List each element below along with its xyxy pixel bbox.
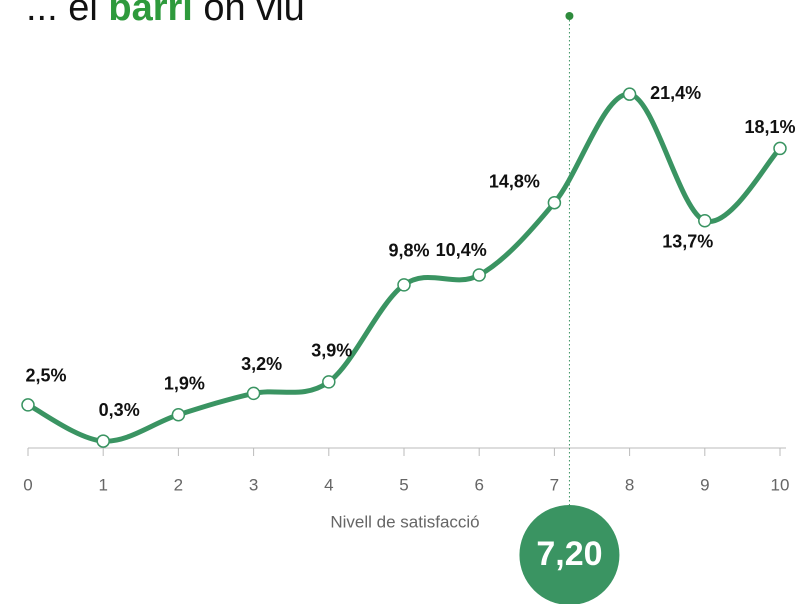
x-tick-label: 2 [174,475,183,494]
data-label: 1,9% [164,374,205,394]
x-tick-label: 1 [98,475,107,494]
point [322,375,336,389]
mean-badge [519,505,620,604]
point [96,434,110,448]
point [21,398,35,412]
title-highlight: barri [108,0,192,29]
title-part: on viu [193,0,305,29]
point [773,141,787,156]
data-label: 18,1% [744,117,795,137]
point [397,278,411,292]
data-label: 14,8% [489,171,540,191]
point [472,268,486,282]
x-tick-label: 4 [324,475,333,494]
data-label: 3,9% [311,341,352,361]
x-tick-label: 9 [700,475,709,494]
title-part: ... el [26,0,108,29]
x-tick-label: 8 [625,475,634,494]
point [547,195,562,210]
point [171,408,186,422]
data-label: 0,3% [99,400,140,420]
x-tick-label: 5 [399,475,408,494]
point [246,386,261,401]
x-tick-label: 6 [474,475,483,494]
data-label: 21,4% [650,83,701,103]
data-label: 2,5% [25,366,66,386]
data-label: 3,2% [241,354,282,374]
data-label: 9,8% [388,241,429,261]
mean-dot [565,12,574,20]
chart-title: ... el barri on viu [26,0,305,29]
x-tick-label: 0 [23,475,32,494]
point [698,214,712,228]
x-tick-label: 3 [249,475,258,494]
data-label: 13,7% [662,232,713,252]
x-tick-label: 10 [771,475,790,494]
point [622,87,637,101]
data-label: 10,4% [436,240,487,260]
x-axis-label: Nivell de satisfacció [330,512,479,531]
mean-label: 7,20 [536,535,602,573]
x-tick-label: 7 [550,475,559,494]
line [26,91,782,444]
